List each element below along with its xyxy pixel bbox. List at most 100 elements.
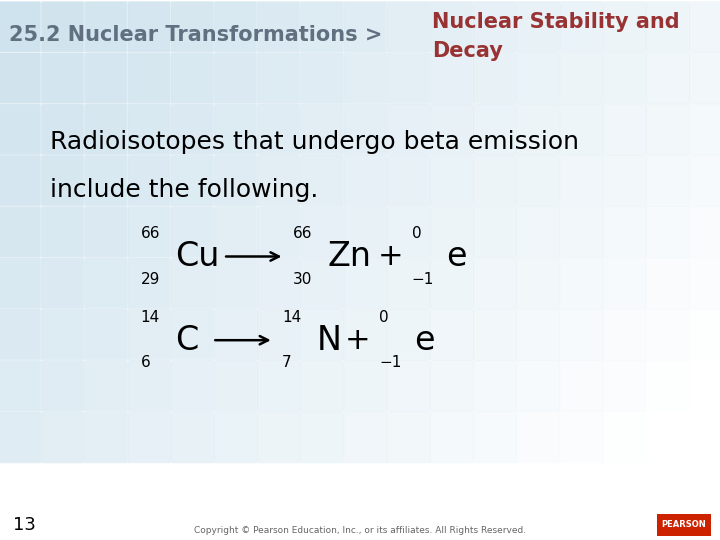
FancyBboxPatch shape — [84, 258, 128, 309]
FancyBboxPatch shape — [41, 155, 85, 207]
FancyBboxPatch shape — [387, 104, 431, 156]
Text: N: N — [317, 323, 342, 357]
FancyBboxPatch shape — [127, 104, 171, 156]
FancyBboxPatch shape — [171, 206, 215, 258]
FancyBboxPatch shape — [603, 155, 647, 207]
FancyBboxPatch shape — [300, 360, 344, 412]
FancyBboxPatch shape — [603, 1, 647, 53]
FancyBboxPatch shape — [387, 155, 431, 207]
Text: −1: −1 — [379, 355, 402, 370]
FancyBboxPatch shape — [657, 514, 711, 536]
Text: Zn: Zn — [328, 240, 372, 273]
FancyBboxPatch shape — [689, 206, 720, 258]
Text: Nuclear Stability and: Nuclear Stability and — [432, 11, 680, 32]
FancyBboxPatch shape — [473, 1, 517, 53]
FancyBboxPatch shape — [214, 155, 258, 207]
FancyBboxPatch shape — [300, 104, 344, 156]
FancyBboxPatch shape — [84, 360, 128, 412]
FancyBboxPatch shape — [516, 206, 560, 258]
FancyBboxPatch shape — [0, 360, 42, 412]
FancyBboxPatch shape — [84, 155, 128, 207]
FancyBboxPatch shape — [516, 1, 560, 53]
FancyBboxPatch shape — [0, 411, 42, 463]
FancyBboxPatch shape — [516, 360, 560, 412]
FancyBboxPatch shape — [343, 309, 387, 361]
FancyBboxPatch shape — [214, 206, 258, 258]
FancyBboxPatch shape — [171, 52, 215, 104]
FancyBboxPatch shape — [603, 309, 647, 361]
FancyBboxPatch shape — [84, 411, 128, 463]
FancyBboxPatch shape — [0, 309, 42, 361]
FancyBboxPatch shape — [430, 155, 474, 207]
FancyBboxPatch shape — [387, 309, 431, 361]
FancyBboxPatch shape — [516, 155, 560, 207]
FancyBboxPatch shape — [516, 258, 560, 309]
FancyBboxPatch shape — [300, 411, 344, 463]
FancyBboxPatch shape — [430, 206, 474, 258]
FancyBboxPatch shape — [430, 52, 474, 104]
FancyBboxPatch shape — [127, 206, 171, 258]
FancyBboxPatch shape — [646, 52, 690, 104]
FancyBboxPatch shape — [0, 155, 42, 207]
FancyBboxPatch shape — [257, 206, 301, 258]
FancyBboxPatch shape — [343, 206, 387, 258]
FancyBboxPatch shape — [300, 1, 344, 53]
FancyBboxPatch shape — [430, 104, 474, 156]
Text: Decay: Decay — [432, 41, 503, 62]
FancyBboxPatch shape — [689, 52, 720, 104]
FancyBboxPatch shape — [41, 206, 85, 258]
FancyBboxPatch shape — [559, 309, 603, 361]
FancyBboxPatch shape — [559, 258, 603, 309]
FancyBboxPatch shape — [0, 52, 42, 104]
FancyBboxPatch shape — [559, 360, 603, 412]
FancyBboxPatch shape — [387, 206, 431, 258]
FancyBboxPatch shape — [127, 1, 171, 53]
FancyBboxPatch shape — [430, 309, 474, 361]
FancyBboxPatch shape — [603, 258, 647, 309]
FancyBboxPatch shape — [689, 104, 720, 156]
Text: 6: 6 — [140, 355, 150, 370]
FancyBboxPatch shape — [343, 411, 387, 463]
FancyBboxPatch shape — [646, 206, 690, 258]
FancyBboxPatch shape — [300, 155, 344, 207]
FancyBboxPatch shape — [84, 206, 128, 258]
FancyBboxPatch shape — [171, 258, 215, 309]
FancyBboxPatch shape — [41, 104, 85, 156]
FancyBboxPatch shape — [214, 309, 258, 361]
FancyBboxPatch shape — [646, 258, 690, 309]
FancyBboxPatch shape — [387, 360, 431, 412]
FancyBboxPatch shape — [646, 1, 690, 53]
FancyBboxPatch shape — [300, 206, 344, 258]
FancyBboxPatch shape — [300, 52, 344, 104]
FancyBboxPatch shape — [430, 360, 474, 412]
FancyBboxPatch shape — [559, 52, 603, 104]
FancyBboxPatch shape — [603, 52, 647, 104]
FancyBboxPatch shape — [214, 258, 258, 309]
FancyBboxPatch shape — [257, 52, 301, 104]
FancyBboxPatch shape — [559, 1, 603, 53]
FancyBboxPatch shape — [257, 309, 301, 361]
FancyBboxPatch shape — [473, 258, 517, 309]
Text: 14: 14 — [140, 310, 160, 325]
Text: Copyright © Pearson Education, Inc., or its affiliates. All Rights Reserved.: Copyright © Pearson Education, Inc., or … — [194, 526, 526, 535]
Text: +: + — [377, 242, 403, 271]
Text: 14: 14 — [282, 310, 302, 325]
Text: 30: 30 — [293, 272, 312, 287]
FancyBboxPatch shape — [0, 258, 42, 309]
FancyBboxPatch shape — [171, 309, 215, 361]
FancyBboxPatch shape — [559, 206, 603, 258]
FancyBboxPatch shape — [603, 206, 647, 258]
FancyBboxPatch shape — [0, 1, 42, 53]
FancyBboxPatch shape — [300, 309, 344, 361]
FancyBboxPatch shape — [387, 52, 431, 104]
FancyBboxPatch shape — [127, 360, 171, 412]
FancyBboxPatch shape — [343, 155, 387, 207]
FancyBboxPatch shape — [473, 206, 517, 258]
Text: 0: 0 — [412, 226, 421, 241]
FancyBboxPatch shape — [257, 1, 301, 53]
FancyBboxPatch shape — [84, 52, 128, 104]
Text: −1: −1 — [412, 272, 434, 287]
FancyBboxPatch shape — [127, 52, 171, 104]
Text: PEARSON: PEARSON — [662, 521, 706, 529]
FancyBboxPatch shape — [257, 360, 301, 412]
